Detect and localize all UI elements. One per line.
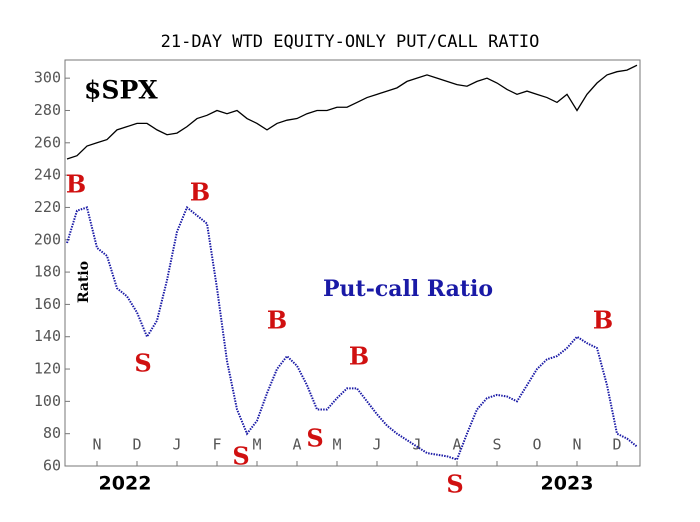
x-tick-label: A: [452, 436, 461, 454]
y-tick-label: 80: [43, 424, 61, 442]
x-tick-label: F: [212, 436, 221, 454]
y-tick-label: 140: [34, 327, 61, 345]
y-tick-label: 160: [34, 295, 61, 313]
series-label: $SPX: [84, 76, 158, 105]
y-tick-label: 260: [34, 133, 61, 151]
year-label: 2022: [99, 473, 152, 495]
x-tick-label: A: [292, 436, 301, 454]
y-tick-label: 280: [34, 101, 61, 119]
series-line: [66, 205, 638, 461]
annotation: B: [593, 306, 613, 335]
x-tick-label: N: [572, 436, 581, 454]
annotation: B: [190, 178, 210, 207]
year-label: 2023: [541, 473, 594, 495]
x-tick-label: O: [532, 436, 541, 454]
y-tick-label: 240: [34, 166, 61, 184]
series-label: Put-call Ratio: [323, 276, 493, 302]
annotation: S: [306, 424, 323, 453]
plot-frame: [64, 59, 641, 467]
x-tick-label: J: [412, 436, 421, 454]
annotation: B: [267, 306, 287, 335]
annotation: S: [134, 349, 151, 378]
y-tick-label: 180: [34, 263, 61, 281]
annotation: B: [66, 170, 86, 199]
series-line: [66, 64, 638, 160]
x-tick-label: M: [252, 436, 261, 454]
y-tick-label: 220: [34, 198, 61, 216]
y-tick-label: 100: [34, 392, 61, 410]
chart-title: 21-DAY WTD EQUITY-ONLY PUT/CALL RATIO: [161, 32, 540, 52]
x-tick-label: J: [372, 436, 381, 454]
y-tick-label: 120: [34, 360, 61, 378]
x-tick-label: J: [172, 436, 181, 454]
annotation: B: [349, 342, 369, 371]
x-tick-label: D: [132, 436, 141, 454]
y-axis-label: Ratio: [76, 261, 92, 303]
x-tick-label: S: [492, 436, 501, 454]
annotation: S: [446, 470, 463, 499]
x-tick-label: D: [612, 436, 621, 454]
y-tick-label: 60: [43, 457, 61, 475]
y-tick-label: 300: [34, 69, 61, 87]
y-tick-label: 200: [34, 230, 61, 248]
x-tick-label: M: [332, 436, 341, 454]
x-tick-label: N: [92, 436, 101, 454]
annotation: S: [232, 442, 249, 471]
